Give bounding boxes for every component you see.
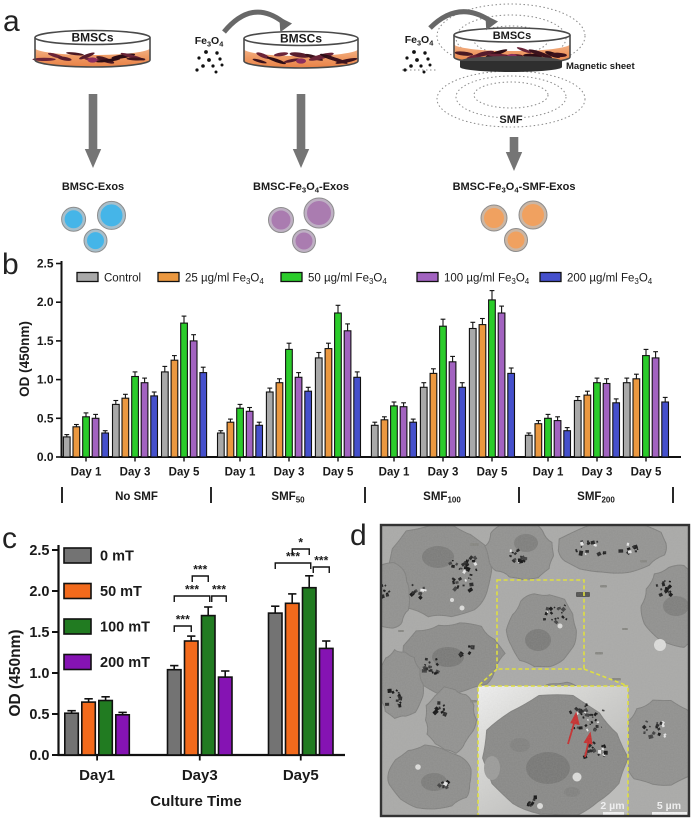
svg-text:Control: Control bbox=[104, 273, 141, 285]
svg-text:200 mT: 200 mT bbox=[100, 655, 150, 671]
svg-text:Day 5: Day 5 bbox=[323, 467, 354, 479]
svg-text:OD (450nm): OD (450nm) bbox=[17, 321, 32, 397]
svg-text:Day 1: Day 1 bbox=[225, 467, 256, 479]
svg-text:Fe3​O4​: Fe3​O4​ bbox=[405, 34, 435, 48]
svg-text:Day 1: Day 1 bbox=[533, 467, 564, 479]
svg-text:BMSC-Fe3​O4​-Exos: BMSC-Fe3​O4​-Exos bbox=[253, 181, 349, 195]
svg-text:Day 3: Day 3 bbox=[428, 467, 459, 479]
svg-text:Day 1: Day 1 bbox=[379, 467, 410, 479]
svg-text:2.0: 2.0 bbox=[37, 295, 54, 309]
svg-text:2.5: 2.5 bbox=[29, 543, 49, 559]
svg-text:Day 1: Day 1 bbox=[71, 467, 102, 479]
svg-text:***: *** bbox=[314, 554, 328, 568]
svg-text:BMSCs: BMSCs bbox=[493, 30, 532, 42]
svg-text:a: a bbox=[3, 5, 20, 38]
svg-text:0.0: 0.0 bbox=[29, 748, 49, 764]
svg-text:Day3: Day3 bbox=[182, 767, 218, 784]
svg-text:Culture Time: Culture Time bbox=[150, 793, 241, 810]
svg-text:***: *** bbox=[193, 563, 207, 577]
svg-text:Day5: Day5 bbox=[283, 767, 319, 784]
svg-text:0.0: 0.0 bbox=[37, 450, 54, 464]
svg-text:SMF50​: SMF50​ bbox=[271, 491, 305, 505]
svg-text:No SMF: No SMF bbox=[115, 491, 158, 503]
svg-text:***: *** bbox=[286, 550, 300, 564]
svg-text:1.5: 1.5 bbox=[37, 334, 54, 348]
svg-text:OD (450nm): OD (450nm) bbox=[7, 630, 24, 717]
svg-text:0.5: 0.5 bbox=[37, 411, 54, 425]
svg-text:200 µg/ml Fe3​O4​: 200 µg/ml Fe3​O4​ bbox=[567, 273, 653, 287]
svg-text:Fe3​O4​: Fe3​O4​ bbox=[195, 35, 225, 49]
svg-text:50 mT: 50 mT bbox=[100, 584, 142, 600]
svg-text:*: * bbox=[298, 536, 303, 550]
svg-text:Day1: Day1 bbox=[79, 767, 115, 784]
svg-text:Day 5: Day 5 bbox=[631, 467, 662, 479]
svg-text:Day 5: Day 5 bbox=[169, 467, 200, 479]
svg-text:BMSCs: BMSCs bbox=[280, 32, 322, 46]
svg-text:BMSC-Fe3​O4​-SMF-Exos: BMSC-Fe3​O4​-SMF-Exos bbox=[453, 181, 576, 195]
svg-text:BMSCs: BMSCs bbox=[71, 31, 113, 45]
svg-text:1.0: 1.0 bbox=[29, 666, 49, 682]
svg-text:50 µg/ml Fe3​O4​: 50 µg/ml Fe3​O4​ bbox=[308, 273, 387, 287]
svg-text:***: *** bbox=[212, 583, 226, 597]
svg-text:b: b bbox=[2, 248, 19, 281]
svg-text:SMF: SMF bbox=[499, 114, 523, 126]
svg-text:1.0: 1.0 bbox=[37, 373, 54, 387]
svg-text:***: *** bbox=[176, 613, 190, 627]
svg-text:2.0: 2.0 bbox=[29, 584, 49, 600]
svg-text:2.5: 2.5 bbox=[37, 257, 54, 271]
svg-text:100 mT: 100 mT bbox=[100, 620, 150, 636]
svg-text:SMF200​: SMF200​ bbox=[577, 491, 615, 505]
svg-text:25 µg/ml Fe3​O4​: 25 µg/ml Fe3​O4​ bbox=[185, 273, 264, 287]
svg-text:c: c bbox=[2, 522, 17, 555]
svg-text:***: *** bbox=[185, 583, 199, 597]
svg-text:Day 3: Day 3 bbox=[120, 467, 151, 479]
svg-text:Day 3: Day 3 bbox=[582, 467, 613, 479]
svg-text:0.5: 0.5 bbox=[29, 707, 49, 723]
svg-text:BMSC-Exos: BMSC-Exos bbox=[62, 181, 124, 193]
svg-text:Day 3: Day 3 bbox=[274, 467, 305, 479]
svg-text:100 µg/ml Fe3​O4​: 100 µg/ml Fe3​O4​ bbox=[444, 273, 530, 287]
svg-text:SMF100​: SMF100​ bbox=[423, 491, 461, 505]
svg-text:d: d bbox=[350, 519, 367, 552]
svg-text:0 mT: 0 mT bbox=[100, 549, 134, 565]
svg-text:Day 5: Day 5 bbox=[477, 467, 508, 479]
svg-text:1.5: 1.5 bbox=[29, 625, 49, 641]
svg-text:Magnetic sheet: Magnetic sheet bbox=[566, 61, 635, 72]
